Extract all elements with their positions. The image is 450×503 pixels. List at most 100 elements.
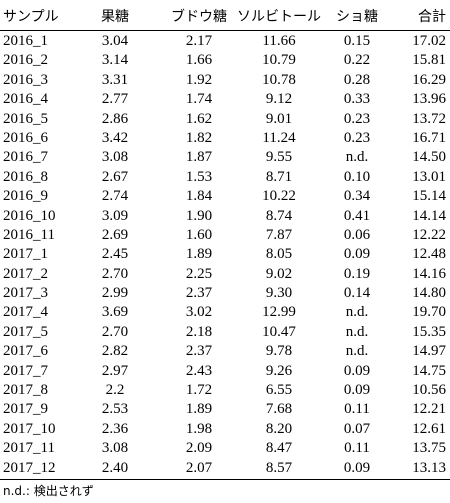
- table-cell: 0.07: [343, 420, 371, 437]
- table-cell: 12.61: [412, 420, 446, 437]
- sample-name: 2017_2: [3, 265, 48, 282]
- table-cell: 1.82: [185, 129, 213, 146]
- column-header: ソルビトール: [237, 9, 321, 25]
- sample-name: 2017_6: [3, 343, 48, 360]
- table-cell: 13.72: [412, 110, 446, 127]
- sample-name: 2017_10: [3, 420, 56, 437]
- table-cell: 14.14: [412, 207, 446, 224]
- table-cell: 12.99: [262, 304, 296, 321]
- table-cell: 0.09: [343, 246, 371, 263]
- column-header: 果糖: [101, 9, 129, 25]
- table-cell: 0.23: [343, 129, 371, 146]
- table-cell: 15.35: [412, 323, 446, 340]
- table-cell: 2.45: [101, 246, 129, 263]
- table-cell: 14.75: [412, 362, 446, 379]
- table-cell: 8.71: [265, 168, 293, 185]
- table-cell: 2.07: [185, 459, 213, 476]
- table-cell: 2.70: [101, 323, 129, 340]
- sample-name: 2016_2: [3, 52, 48, 69]
- table-cell: 12.48: [412, 246, 446, 263]
- table-cell: 13.96: [412, 91, 446, 108]
- sample-name: 2017_9: [3, 401, 48, 418]
- table-cell: 2.99: [101, 285, 129, 302]
- table-cell: 14.80: [412, 285, 446, 302]
- table-cell: 9.55: [265, 149, 293, 166]
- table-cell: 2.77: [101, 91, 129, 108]
- sample-name: 2016_1: [3, 33, 48, 49]
- table-cell: 0.14: [343, 285, 371, 302]
- table-cell: 3.14: [101, 52, 129, 69]
- table-cell: 14.97: [412, 343, 446, 360]
- table-cell: 16.71: [412, 129, 446, 146]
- table-cell: 12.21: [412, 401, 446, 418]
- table-cell: 13.13: [412, 459, 446, 476]
- sample-name: 2016_5: [3, 110, 48, 127]
- table-cell: 1.62: [185, 110, 213, 127]
- sample-name: 2016_10: [3, 207, 56, 224]
- table-cell: 0.10: [343, 168, 371, 185]
- table-cell: 9.12: [265, 91, 293, 108]
- table-cell: 1.92: [185, 71, 213, 88]
- table-cell: 3.04: [101, 33, 129, 49]
- table-cell: 1.98: [185, 420, 213, 437]
- table-cell: 2.17: [185, 33, 213, 49]
- table-cell: 15.14: [412, 188, 446, 205]
- table-cell: 15.81: [412, 52, 446, 69]
- table-cell: 19.70: [412, 304, 446, 321]
- table-cell: 10.79: [262, 52, 296, 69]
- table-cell: 16.29: [412, 71, 446, 88]
- table-cell: 0.11: [344, 440, 370, 457]
- table-cell: 2.2: [105, 382, 125, 399]
- table-cell: 1.90: [185, 207, 213, 224]
- table-cell: 12.22: [412, 226, 446, 243]
- sample-name: 2016_9: [3, 188, 48, 205]
- table-cell: 3.08: [101, 149, 129, 166]
- table-cell: 0.28: [343, 71, 371, 88]
- column-header: ブドウ糖: [171, 9, 227, 25]
- table-cell: 1.87: [185, 149, 213, 166]
- table-cell: 2.18: [185, 323, 213, 340]
- table-cell: 13.75: [412, 440, 446, 457]
- sample-name: 2017_1: [3, 246, 48, 263]
- table-cell: 2.82: [101, 343, 129, 360]
- table-cell: 0.41: [343, 207, 371, 224]
- table-cell: 2.86: [101, 110, 129, 127]
- table-cell: 2.43: [185, 362, 213, 379]
- sample-name: 2017_5: [3, 323, 48, 340]
- footnote: n.d.: 検出されず: [3, 484, 94, 498]
- sample-name: 2017_4: [3, 304, 48, 321]
- table-cell: 0.22: [343, 52, 371, 69]
- table-cell: 14.16: [412, 265, 446, 282]
- table-cell: 2.37: [185, 285, 213, 302]
- sample-name: 2017_12: [3, 459, 56, 476]
- table-cell: 3.69: [101, 304, 129, 321]
- table-cell: 3.02: [185, 304, 213, 321]
- sample-name: 2017_11: [3, 440, 55, 457]
- sample-name: 2016_6: [3, 129, 48, 146]
- table-cell: 8.47: [265, 440, 293, 457]
- sample-name: 2017_3: [3, 285, 48, 302]
- table-cell: 8.74: [265, 207, 293, 224]
- table-cell: 1.60: [185, 226, 213, 243]
- table-cell: 3.08: [101, 440, 129, 457]
- table-cell: 9.02: [265, 265, 293, 282]
- table-cell: 8.05: [265, 246, 293, 263]
- sample-name: 2016_3: [3, 71, 48, 88]
- table-cell: 1.72: [185, 382, 213, 399]
- table-cell: 10.78: [262, 71, 296, 88]
- table-cell: n.d.: [345, 343, 369, 360]
- table-cell: 13.01: [412, 168, 446, 185]
- header-rule: [0, 30, 450, 31]
- table-cell: 2.67: [101, 168, 129, 185]
- bottom-rule: [0, 479, 450, 480]
- table-cell: 2.40: [101, 459, 129, 476]
- table-cell: 0.09: [343, 362, 371, 379]
- table-cell: 1.84: [185, 188, 213, 205]
- table-cell: 2.37: [185, 343, 213, 360]
- table-cell: n.d.: [345, 323, 369, 340]
- table-cell: 1.89: [185, 401, 213, 418]
- table-cell: 10.47: [262, 323, 296, 340]
- table-cell: 0.11: [344, 401, 370, 418]
- table-cell: 1.74: [185, 91, 213, 108]
- table-cell: 0.15: [343, 33, 371, 49]
